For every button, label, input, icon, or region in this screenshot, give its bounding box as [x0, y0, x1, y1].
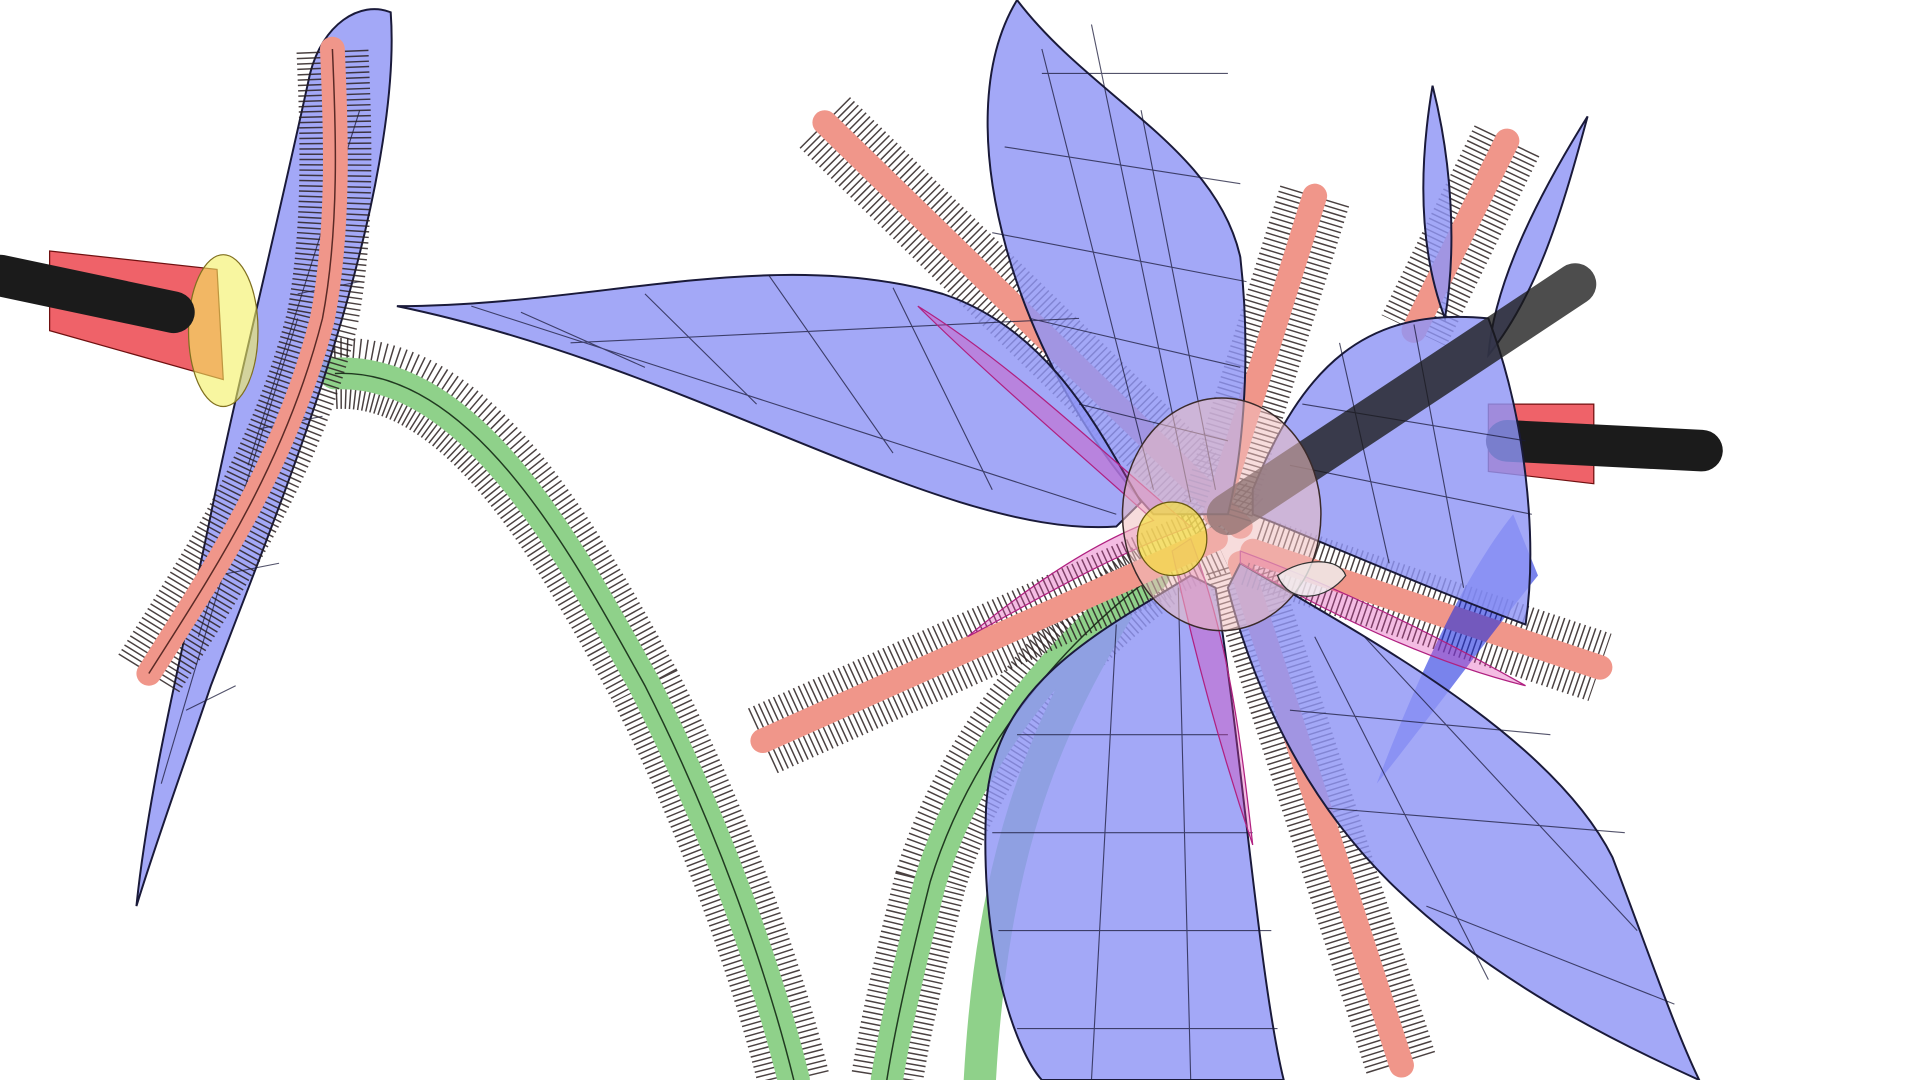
- stem-outline: [334, 372, 795, 1080]
- flower-center: [1136, 501, 1208, 577]
- petal-wire: [471, 24, 1675, 1080]
- main-flower: [396, 0, 1701, 1080]
- sepal-outline: [148, 48, 337, 674]
- flower-center: [187, 254, 259, 408]
- anther-cone: [0, 254, 195, 334]
- petal-hairs-pink: [917, 305, 1192, 638]
- scale: [1276, 561, 1347, 597]
- left-flower: [0, 8, 393, 907]
- anther-cone: [1485, 420, 1723, 472]
- stems: [318, 337, 1176, 1080]
- sepal: [1401, 128, 1520, 343]
- petal: [1251, 315, 1532, 626]
- petal: [396, 273, 1143, 529]
- stem-outline: [886, 574, 1154, 1080]
